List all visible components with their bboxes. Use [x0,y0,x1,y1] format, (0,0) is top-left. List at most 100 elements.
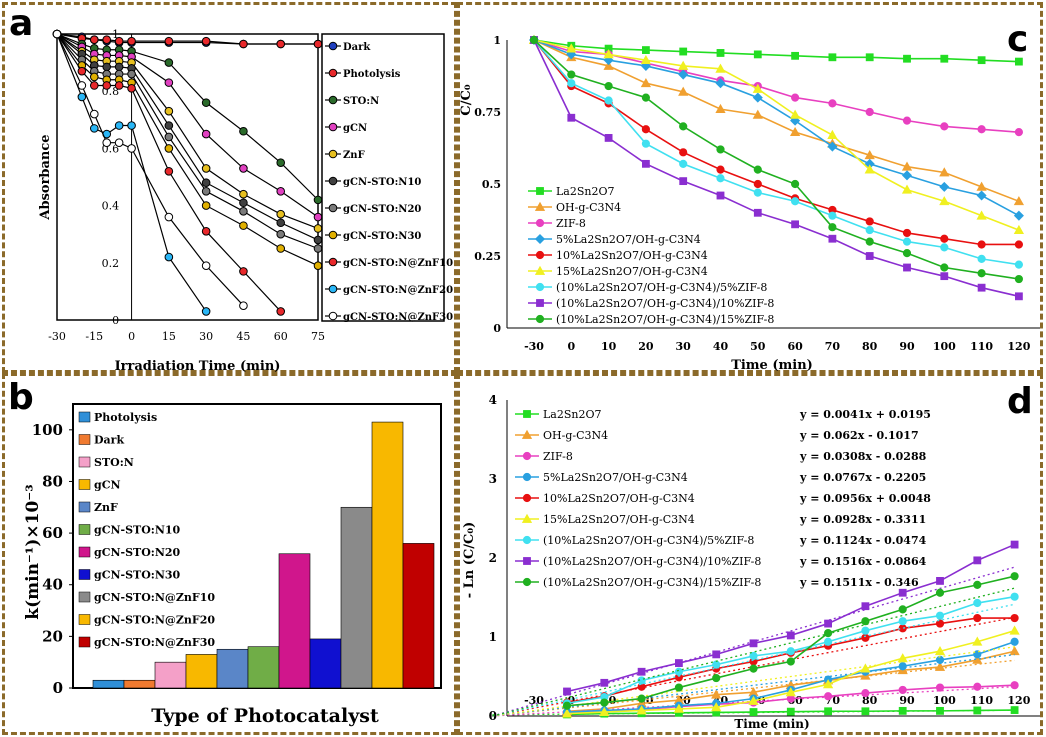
panel-d-y-tick-4: 4 [489,393,497,407]
panel-c-x-tick-6: 50 [750,340,766,353]
panel-c-point-la2sn2o7-10 [903,54,911,63]
panel-b-bar-gcn-sto-n10 [247,646,280,689]
panel-d-point-la2sn2o7-6 [786,707,795,716]
panel-c-point-10-la2sn2o7-oh-g-c3n4-5-zif-8-10 [902,237,912,246]
panel-d-point-10-la2sn2o7-oh-g-c3n4-5-zif-8-7 [824,637,833,646]
panel-c-point-10-la2sn2o7-oh-g-c3n4-15-zif-8-2 [604,81,613,91]
panel-c-point-10-la2sn2o7-oh-g-c3n4-5-zif-8-2 [604,96,613,105]
panel-label-d: d [1007,381,1033,422]
panel-a-y-tick-5: 1 [112,28,119,41]
panel-c-x-tick-4: 30 [676,340,692,353]
panel-a-point-gcn-9 [276,187,286,196]
panel-b-bar-gcn-sto-n-znf10 [340,506,373,689]
panel-d-point-oh-g-c3n4-12 [1009,646,1020,656]
panel-d-point-zif-8-11 [973,682,982,691]
panel-d-y-tick-1: 1 [489,630,497,644]
panel-c-point-15-la2sn2o7-oh-g-c3n4-5 [715,63,726,73]
panel-c-point-zif-8-10 [902,116,912,125]
panel-a-legend-marker-4 [328,149,338,159]
panel-a-point-znf-10 [313,224,323,233]
panel-a-x-tick-5: 45 [236,330,250,343]
panel-c-legend-marker-5 [534,265,546,275]
panel-d-legend-marker-2 [522,451,532,461]
panel-d-point-5-la2sn2o7-oh-g-c3n4-9 [898,662,907,671]
panel-b-legend-swatch-2 [78,456,91,468]
panel-c-point-la2sn2o7-6 [753,50,762,59]
panel-c-point-10-la2sn2o7-oh-g-c3n4-5 [716,165,725,174]
panel-a-point-gcn-8 [239,164,248,173]
panel-d-point-15-la2sn2o7-oh-g-c3n4-1 [599,706,610,716]
panel-c-y-tick-0: 0 [493,322,501,335]
panel-c-point-10-la2sn2o7-oh-g-c3n4-5-zif-8-3 [641,139,651,148]
panel-c-legend-marker-7 [536,299,544,307]
panel-a-point-photolysis-9 [276,39,286,49]
panel-d-point-zif-8-9 [898,685,907,695]
panel-c-point-10-la2sn2o7-oh-g-c3n4-5-zif-8-1 [567,79,576,88]
panel-d-point-zif-8-12 [1010,681,1019,690]
panel-c-point-5-la2sn2o7-oh-g-c3n4-1 [566,49,577,60]
panel-b-bar-gcn-sto-n-znf20 [371,421,404,689]
panel-a-point-gcn-7 [201,129,211,139]
panel-a-point-gcn-6 [164,78,174,87]
panel-a-x-tick-1: -15 [85,330,103,343]
panel-a-legend-marker-0 [328,41,338,51]
panel-a-point-gcn-sto-n10-9 [276,218,286,228]
panel-a-legend-label-4: ZnF [343,150,365,161]
panel-c-x-tick-10: 90 [899,340,915,353]
panel-d-point-10-la2sn2o7-oh-g-c3n4-15-zif-8-6 [786,657,795,666]
panel-c-point-la2sn2o7-4 [679,47,688,56]
panel-c-point-10-la2sn2o7-oh-g-c3n4-15-zif-8-13 [1014,274,1024,284]
panel-c-point-10-la2sn2o7-oh-g-c3n4-5-zif-8-4 [679,159,688,168]
panel-a-y-tick-0: 0 [112,314,119,327]
panel-d-y-label: - Ln (C/C₀) [462,522,477,598]
panel-b-legend-label-2: STO:N [94,456,134,469]
panel-a-point-gcn-10 [313,212,323,222]
panel-d-point-10-la2sn2o7-oh-g-c3n4-10 [935,619,945,628]
panel-c-y-tick-2: 0.5 [482,178,501,191]
panel-d-legend-marker-6 [522,535,532,545]
panel-a-point-photolysis-4 [114,36,124,46]
panel-d-point-10-la2sn2o7-oh-g-c3n4-15-zif-8-7 [824,628,833,638]
panel-a-point-gcn-sto-n30-10 [313,261,323,270]
panel-c-point-10-la2sn2o7-oh-g-c3n4-10-zif-8-5 [716,191,725,200]
panel-c-point-10-la2sn2o7-oh-g-c3n4-4 [679,148,688,157]
panel-c-point-15-la2sn2o7-oh-g-c3n4-12 [976,210,987,220]
panel-d-point-oh-g-c3n4-4 [711,689,722,699]
panel-c-point-10-la2sn2o7-oh-g-c3n4-15-zif-8-1 [567,70,576,79]
panel-d-point-la2sn2o7-7 [824,707,832,716]
panel-d-legend-label-5: 15%La2Sn2O7/OH-g-C3N4 [543,513,695,526]
panel-a-point-znf-8 [239,189,248,199]
panel-c-point-5-la2sn2o7-oh-g-c3n4-7 [790,115,801,126]
panel-c-y-tick-1: 0.25 [474,250,501,263]
panel-b-legend-label-6: gCN-STO:N20 [94,546,181,559]
panel-d-trend-10-la2sn2o7-oh-g-c3n4-5-zif-8 [492,603,1015,717]
panel-d-point-la2sn2o7-12 [1010,706,1019,714]
panel-b-bar-photolysis [92,679,125,689]
panel-b-legend-label-3: gCN [94,479,121,492]
panel-a-point-gcn-sto-n20-6 [164,132,174,142]
panel-a-y-label: Absorbance [38,134,53,220]
panel-c-point-10-la2sn2o7-oh-g-c3n4-10-zif-8-2 [604,134,613,142]
panel-c-point-15-la2sn2o7-oh-g-c3n4-8 [827,129,838,139]
panel-c-point-10-la2sn2o7-oh-g-c3n4-10-zif-8-10 [903,263,911,272]
panel-a-line-gcn-sto-n-znf20 [56,33,207,312]
panel-c-point-10-la2sn2o7-oh-g-c3n4-5-zif-8-13 [1014,260,1024,269]
panel-a-point-gcn-sto-n-znf20-5 [127,121,136,130]
panel-d-point-10-la2sn2o7-oh-g-c3n4-15-zif-8-3 [674,683,684,692]
panel-a-y-tick-2: 0.4 [102,200,120,213]
panel-a-x-tick-7: 75 [311,330,325,343]
panel-d-x-tick-10: 90 [899,694,915,707]
panel-d-point-10-la2sn2o7-oh-g-c3n4-15-zif-8-1 [600,698,609,707]
panel-a-line-gcn-sto-n-znf10 [56,33,282,312]
panel-d-x-label: Time (min) [734,717,809,731]
panel-b-y-tick-5: 100 [32,421,63,439]
panel-a-point-sto-n-7 [201,98,211,107]
panel-a-point-gcn-sto-n-znf20-4 [114,121,124,130]
panel-b-legend-label-8: gCN-STO:N@ZnF10 [94,591,215,604]
panel-c-point-la2sn2o7-12 [977,56,986,65]
panel-d-point-10-la2sn2o7-oh-g-c3n4-10-zif-8-12 [1010,540,1019,549]
panel-c-legend-marker-8 [535,314,545,324]
panel-a-point-znf-7 [201,164,211,173]
panel-c-point-15-la2sn2o7-oh-g-c3n4-6 [752,83,763,93]
